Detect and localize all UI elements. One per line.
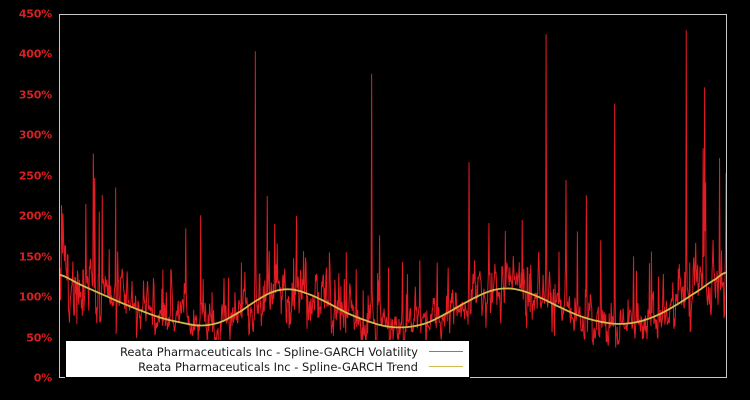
y-axis: 0% 50% 100% 150% 200% 250% 300% 350% 400% 450% — [0, 0, 59, 400]
y-tick-label: 250% — [18, 169, 52, 183]
y-tick-label: 300% — [18, 128, 52, 142]
chart-legend: Reata Pharmaceuticals Inc - Spline-GARCH… — [65, 340, 470, 378]
legend-swatch-volatility — [429, 351, 463, 352]
chart-canvas — [60, 15, 726, 377]
volatility-series-path — [60, 30, 726, 349]
y-tick-label: 150% — [18, 250, 52, 264]
y-tick-label: 0% — [33, 371, 52, 385]
legend-label-trend: Reata Pharmaceuticals Inc - Spline-GARCH… — [138, 359, 418, 374]
legend-item-volatility[interactable]: Reata Pharmaceuticals Inc - Spline-GARCH… — [70, 344, 463, 359]
y-tick-label: 400% — [18, 47, 52, 61]
plot-area — [59, 14, 727, 378]
legend-item-trend[interactable]: Reata Pharmaceuticals Inc - Spline-GARCH… — [70, 359, 463, 374]
y-tick-label: 100% — [18, 290, 52, 304]
y-tick-label: 50% — [26, 331, 52, 345]
legend-label-volatility: Reata Pharmaceuticals Inc - Spline-GARCH… — [119, 344, 418, 359]
y-tick-label: 450% — [18, 7, 52, 21]
legend-swatch-trend — [429, 366, 463, 367]
y-tick-label: 200% — [18, 209, 52, 223]
trend-series-path — [60, 272, 726, 327]
y-tick-label: 350% — [18, 88, 52, 102]
